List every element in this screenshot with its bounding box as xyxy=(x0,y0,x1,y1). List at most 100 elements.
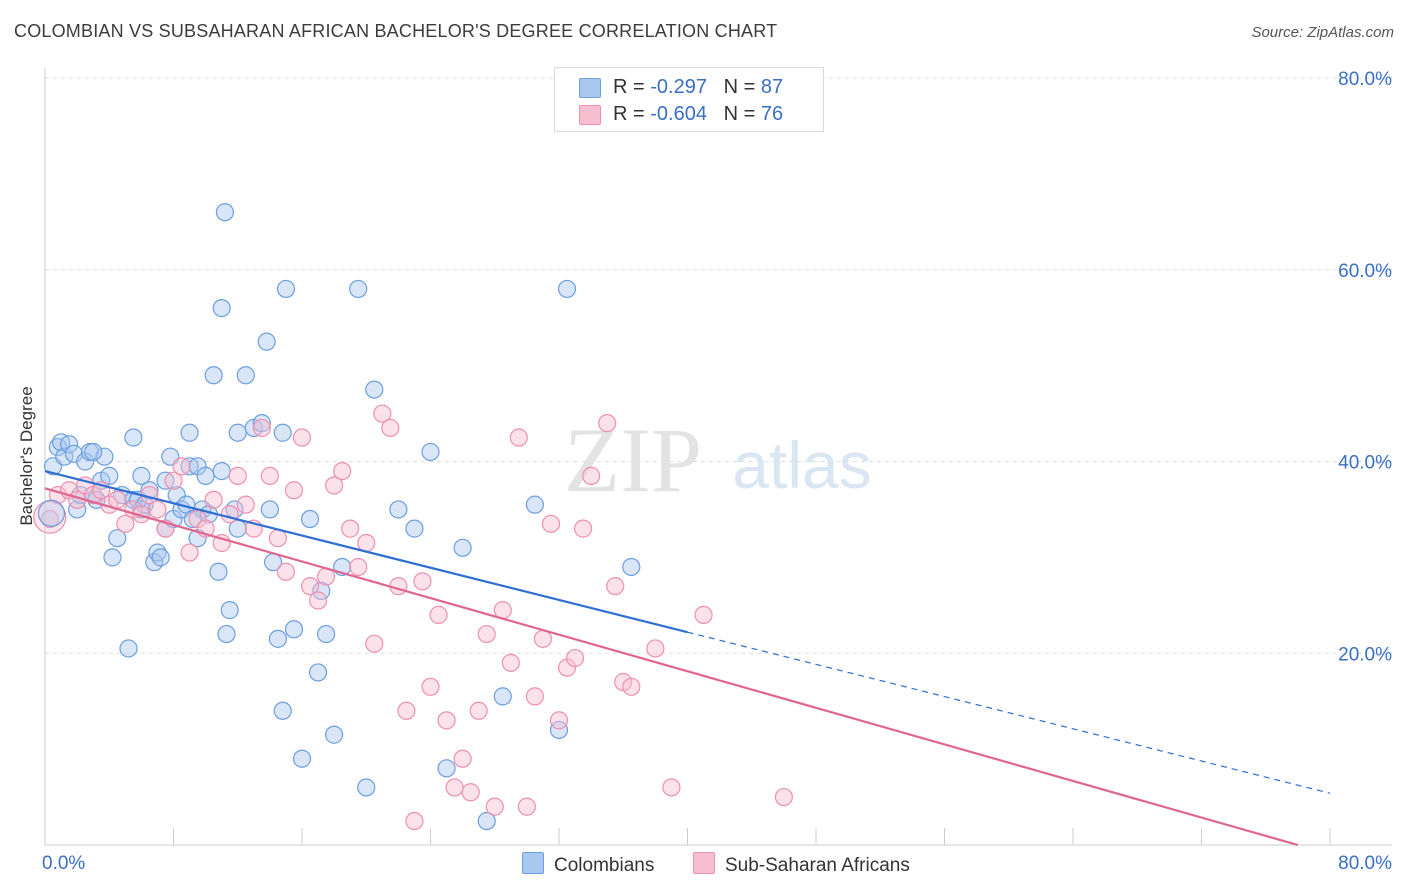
subsaharan-point xyxy=(349,557,368,577)
legend-swatch-blue xyxy=(579,78,601,98)
colombian-point xyxy=(209,562,228,581)
subsaharan-point xyxy=(308,591,328,610)
subsaharan-point xyxy=(252,418,271,438)
subsaharan-point xyxy=(284,481,304,500)
subsaharan-point xyxy=(260,466,279,485)
subsaharan-point xyxy=(549,711,569,730)
subsaharan-point xyxy=(413,572,432,591)
colombian-point xyxy=(148,543,167,562)
colombian-point xyxy=(557,279,577,299)
colombian-point xyxy=(140,481,159,500)
subsaharan-point xyxy=(365,634,384,653)
r-label: R = xyxy=(613,76,651,98)
subsaharan-point xyxy=(606,577,625,596)
colombian-point xyxy=(493,687,512,706)
subsaharan-point xyxy=(445,778,464,797)
colombian-point xyxy=(268,629,288,648)
n-label: N = xyxy=(723,76,761,98)
subsaharan-point xyxy=(172,457,191,476)
y-axis-label: Bachelor's Degree xyxy=(17,386,36,526)
subsaharan-point xyxy=(108,490,127,509)
y-tick-label: 60.0% xyxy=(1338,261,1392,282)
subsaharan-point xyxy=(774,787,793,807)
subsaharan-point xyxy=(469,701,488,720)
watermark: ZIP atlas xyxy=(564,409,872,511)
colombian-point xyxy=(453,538,472,557)
x-tick-label: 0.0% xyxy=(42,853,85,874)
colombian-point xyxy=(257,332,276,351)
colombian-point xyxy=(59,435,79,454)
x-tick-label: 80.0% xyxy=(1338,853,1392,874)
subsaharan-point xyxy=(180,543,199,562)
colombian-point xyxy=(357,778,376,797)
correlation-legend: R = -0.297 N = 87 R = -0.604 N = 76 xyxy=(554,67,824,132)
colombian-point xyxy=(119,639,138,658)
tick-labels: 20.0% 40.0% 60.0% 80.0% 0.0% 80.0% xyxy=(42,69,1392,874)
colombian-point xyxy=(124,428,143,447)
colombian-point xyxy=(132,466,151,485)
subsaharan-point xyxy=(541,514,561,533)
colombian-point xyxy=(316,624,336,644)
subsaharan-point xyxy=(276,562,296,581)
colombian-point xyxy=(220,601,239,620)
trend-layer xyxy=(44,470,1331,847)
colombian-point xyxy=(308,663,328,682)
chart-title: COLOMBIAN VS SUBSAHARAN AFRICAN BACHELOR… xyxy=(14,21,778,41)
colombian-trend-line xyxy=(44,470,688,634)
colombian-point xyxy=(48,438,67,457)
points-layer xyxy=(33,203,793,831)
colombian-point xyxy=(100,466,119,485)
subsaharan-point xyxy=(164,471,183,490)
colombian-trend-extension xyxy=(687,631,1331,794)
subsaharan-point xyxy=(517,797,536,816)
subsaharan-point xyxy=(116,514,135,533)
y-tick-label: 40.0% xyxy=(1338,453,1392,474)
colombian-point xyxy=(365,380,384,399)
bottom-legend-subsaharan[interactable]: Sub-Saharan Africans xyxy=(693,852,910,877)
colombian-point xyxy=(252,414,271,433)
subsaharan-point xyxy=(220,505,239,524)
subsaharan-point xyxy=(429,605,448,625)
colombian-point xyxy=(300,509,320,529)
subsaharan-point xyxy=(662,778,681,797)
bottom-legend-swatch-pink xyxy=(693,852,715,874)
y-tick-label: 20.0% xyxy=(1338,644,1392,665)
subsaharan-point xyxy=(292,428,312,447)
source-label: Source: ZipAtlas.com xyxy=(1251,24,1394,41)
colombian-point xyxy=(284,620,304,639)
colombian-point xyxy=(84,442,103,462)
subsaharan-point xyxy=(405,811,424,831)
r-label: R = xyxy=(613,103,651,125)
n-value: 87 xyxy=(760,76,784,98)
bottom-legend-label: Colombians xyxy=(554,855,655,876)
subsaharan-point xyxy=(341,519,360,538)
subsaharan-point xyxy=(421,677,440,696)
subsaharan-point xyxy=(582,466,601,485)
grid-layer xyxy=(45,77,1392,654)
colombian-point xyxy=(477,811,496,831)
subsaharan-point xyxy=(148,500,167,519)
r-value: -0.297 xyxy=(650,76,707,98)
colombian-point xyxy=(292,749,312,768)
colombian-point xyxy=(212,461,231,481)
colombian-point xyxy=(228,423,247,442)
colombian-point xyxy=(325,725,344,744)
legend-swatch-pink xyxy=(579,105,601,125)
subsaharan-point xyxy=(397,701,416,720)
colombian-point xyxy=(180,423,199,442)
subsaharan-point xyxy=(646,639,665,658)
subsaharan-point xyxy=(437,711,456,730)
colombian-point-large xyxy=(37,499,66,527)
colombian-point xyxy=(421,442,440,462)
subsaharan-point xyxy=(501,653,520,672)
colombian-point xyxy=(196,466,215,485)
bottom-legend-colombians[interactable]: Colombians xyxy=(522,852,654,877)
bottom-legend-label: Sub-Saharan Africans xyxy=(725,855,910,876)
watermark-zip: ZIP xyxy=(564,409,702,511)
colombian-point xyxy=(68,500,87,519)
subsaharan-point xyxy=(268,529,288,548)
subsaharan-point xyxy=(509,428,528,447)
subsaharan-point xyxy=(485,797,504,816)
colombian-point xyxy=(405,519,424,538)
